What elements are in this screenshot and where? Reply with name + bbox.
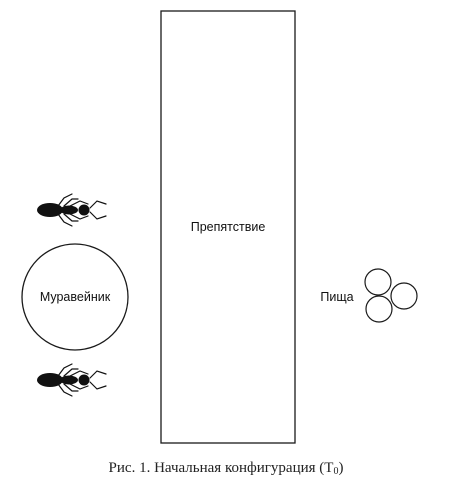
caption-suffix: ) [338, 460, 344, 476]
caption-subscript: 0 [333, 466, 339, 477]
food-circles-icon [364, 268, 418, 323]
ant-icon [36, 193, 107, 227]
caption-prefix: Рис. 1. Начальная конфигурация (T [108, 460, 334, 476]
nest-circle [21, 243, 129, 351]
food-label: Пища [320, 290, 353, 304]
obstacle-label: Препятствие [191, 220, 266, 234]
figure-caption: Рис. 1. Начальная конфигурация (T0) [0, 460, 452, 477]
obstacle-rect [160, 10, 296, 444]
ant-icon [36, 363, 107, 397]
nest-label: Муравейник [40, 290, 111, 304]
